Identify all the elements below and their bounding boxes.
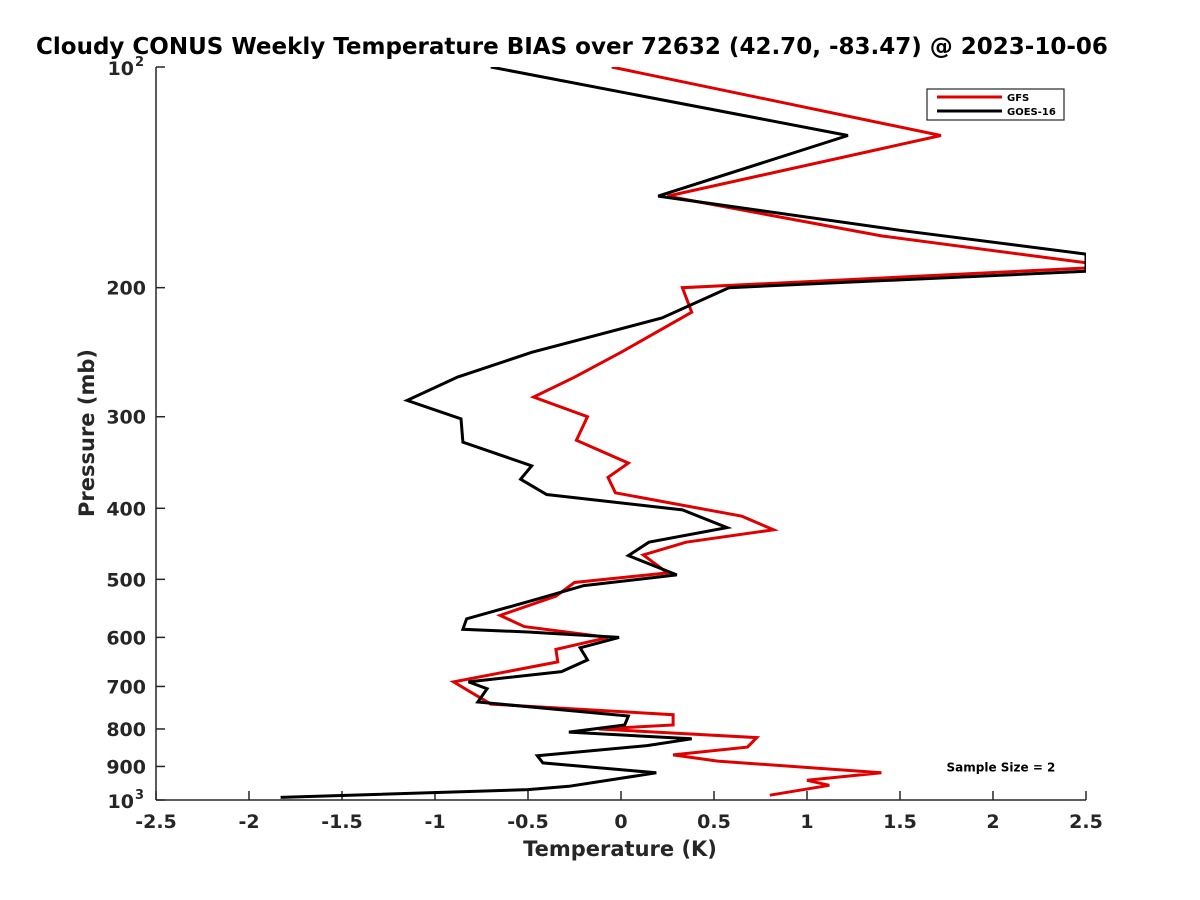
x-tick-label-2: -1.5 (321, 811, 363, 833)
x-axis-label: Temperature (K) (523, 837, 717, 861)
y-tick-label-6: 800 (106, 719, 146, 741)
annotation-sample-size: Sample Size = 2 (947, 760, 1056, 774)
y-tick-label-2: 400 (106, 498, 146, 520)
chart-title: Cloudy CONUS Weekly Temperature BIAS ove… (36, 34, 1108, 60)
x-tick-label-0: -2.5 (135, 811, 177, 833)
x-tick-label-7: 1 (800, 811, 813, 833)
series-line-gfs (449, 67, 1086, 797)
y-tick-label-1: 300 (106, 407, 146, 429)
x-tick-label-1: -2 (238, 811, 259, 833)
x-tick-label-9: 2 (986, 811, 999, 833)
plot-area: -2.5 -2 -1.5 -1 -0.5 0 0.5 1 1.5 2 2.5 200 300 400 500… (106, 55, 1103, 833)
y-tick-label-4: 600 (106, 627, 146, 649)
x-tick-label-10: 2.5 (1069, 811, 1103, 833)
legend-label-goes-16: GOES-16 (1007, 107, 1056, 118)
y-power-tick-exponent-1: 3 (135, 788, 144, 803)
y-power-tick-label-1: 10 (108, 791, 134, 813)
y-tick-label-7: 900 (106, 756, 146, 778)
x-tick-label-8: 1.5 (883, 811, 917, 833)
legend-label-gfs: GFS (1007, 93, 1029, 104)
x-tick-label-5: 0 (614, 811, 627, 833)
x-tick-label-3: -1 (424, 811, 445, 833)
x-tick-label-6: 0.5 (697, 811, 731, 833)
series-line-goes-16 (280, 67, 1086, 799)
y-power-tick-exponent-0: 2 (135, 55, 144, 70)
legend-box (926, 88, 1065, 121)
y-tick-label-3: 500 (106, 569, 146, 591)
y-tick-label-0: 200 (106, 278, 146, 300)
y-axis-label: Pressure (mb) (75, 349, 99, 517)
y-tick-label-5: 700 (106, 676, 146, 698)
x-tick-label-4: -0.5 (507, 811, 549, 833)
y-power-tick-label-0: 10 (108, 58, 134, 80)
